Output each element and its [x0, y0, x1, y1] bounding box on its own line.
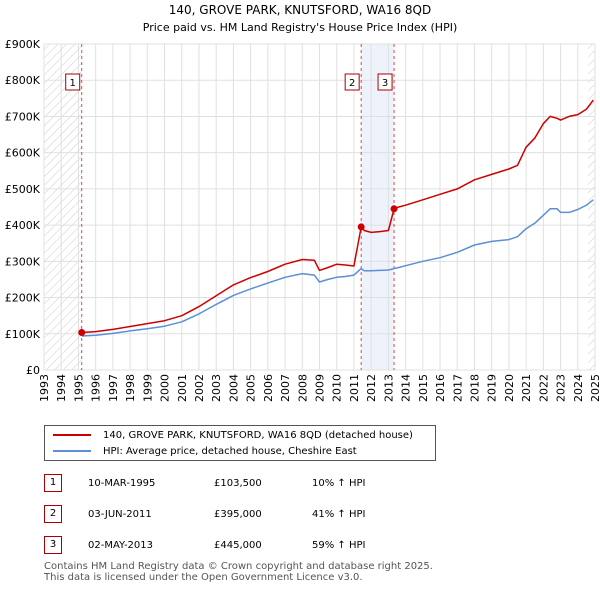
hatched-region [588, 44, 595, 370]
sale-marker-label: 3 [382, 78, 388, 89]
y-tick-label: £600K [5, 147, 41, 160]
y-tick-label: £900K [5, 38, 41, 51]
y-tick-label: £400K [5, 219, 41, 232]
hatched-region [44, 44, 82, 370]
sale-marker-box [344, 73, 360, 91]
footer-licence: This data is licensed under the Open Gov… [44, 572, 363, 583]
transaction-row: 3 02-MAY-2013 £445,000 59% ↑ HPI [44, 536, 464, 556]
x-tick-label: 2019 [486, 374, 499, 402]
sale-point [390, 205, 398, 213]
x-tick-label: 1995 [72, 374, 85, 402]
x-tick-label: 1997 [107, 374, 120, 402]
footer: Contains HM Land Registry data © Crown c… [44, 561, 433, 583]
transaction-number: 2 [44, 505, 62, 523]
y-tick-label: £300K [5, 255, 41, 268]
x-tick-label: 2021 [520, 374, 533, 402]
y-tick-label: £500K [5, 183, 41, 196]
x-tick-label: 2000 [159, 374, 172, 402]
legend-item-property: 140, GROVE PARK, KNUTSFORD, WA16 8QD (de… [53, 428, 413, 444]
x-tick-label: 2002 [193, 374, 206, 402]
sale-marker-box [377, 73, 393, 91]
x-tick-label: 2024 [572, 374, 585, 402]
y-tick-label: £800K [5, 74, 41, 87]
property-price-line [81, 99, 594, 334]
y-tick-label: £200K [5, 292, 41, 305]
x-tick-label: 2023 [555, 374, 568, 402]
y-tick-label: £100K [5, 328, 41, 341]
transaction-row: 2 03-JUN-2011 £395,000 41% ↑ HPI [44, 505, 464, 525]
x-tick-label: 2011 [348, 374, 361, 402]
x-tick-label: 2014 [400, 374, 413, 402]
x-tick-label: 2012 [365, 374, 378, 402]
legend: 140, GROVE PARK, KNUTSFORD, WA16 8QD (de… [44, 425, 436, 461]
sale-point [357, 223, 365, 231]
transaction-date: 02-MAY-2013 [88, 540, 154, 551]
transaction-hpi-change: 10% ↑ HPI [312, 478, 366, 489]
x-tick-label: 2017 [451, 374, 464, 402]
transaction-price: £395,000 [214, 509, 262, 520]
x-tick-label: 2009 [314, 374, 327, 402]
transaction-number: 1 [44, 474, 62, 492]
transaction-row: 1 10-MAR-1995 £103,500 10% ↑ HPI [44, 474, 464, 494]
sale-point [78, 329, 86, 337]
highlight-span [361, 44, 395, 370]
x-tick-label: 2005 [245, 374, 258, 402]
legend-label-property: 140, GROVE PARK, KNUTSFORD, WA16 8QD (de… [103, 430, 413, 441]
chart-subtitle: Price paid vs. HM Land Registry's House … [143, 21, 458, 34]
chart-title: 140, GROVE PARK, KNUTSFORD, WA16 8QD [169, 3, 431, 17]
x-tick-label: 2018 [468, 374, 481, 402]
x-tick-label: 2004 [227, 374, 240, 402]
legend-item-hpi: HPI: Average price, detached house, Ches… [53, 444, 357, 460]
sale-marker-box [65, 73, 81, 91]
y-tick-label: £0 [26, 364, 40, 377]
transaction-date: 03-JUN-2011 [88, 509, 152, 520]
transaction-hpi-change: 59% ↑ HPI [312, 540, 366, 551]
x-tick-label: 2006 [262, 374, 275, 402]
x-tick-label: 2001 [176, 374, 189, 402]
x-tick-label: 2022 [537, 374, 550, 402]
x-tick-label: 1999 [141, 374, 154, 402]
x-tick-label: 1996 [90, 374, 103, 402]
transaction-hpi-change: 41% ↑ HPI [312, 509, 366, 520]
transaction-price: £103,500 [214, 478, 262, 489]
legend-swatch-hpi [53, 450, 91, 452]
footer-copyright: Contains HM Land Registry data © Crown c… [44, 561, 433, 572]
x-tick-label: 2003 [210, 374, 223, 402]
x-tick-label: 2010 [331, 374, 344, 402]
x-tick-label: 2015 [417, 374, 430, 402]
legend-label-hpi: HPI: Average price, detached house, Ches… [103, 446, 357, 457]
sale-marker-label: 1 [70, 78, 76, 89]
y-tick-label: £700K [5, 110, 41, 123]
price-chart: 140, GROVE PARK, KNUTSFORD, WA16 8QD Pri… [5, 3, 600, 402]
x-tick-label: 2008 [296, 374, 309, 402]
x-tick-label: 1993 [38, 374, 51, 402]
x-tick-label: 1994 [55, 374, 68, 402]
sale-marker-label: 2 [349, 78, 355, 89]
transaction-price: £445,000 [214, 540, 262, 551]
legend-swatch-property [53, 434, 91, 436]
x-tick-label: 2007 [279, 374, 292, 402]
x-tick-label: 1998 [124, 374, 137, 402]
x-tick-label: 2013 [382, 374, 395, 402]
x-tick-label: 2016 [434, 374, 447, 402]
hpi-line [81, 199, 594, 337]
x-tick-label: 2020 [503, 374, 516, 402]
x-tick-label: 2025 [589, 374, 600, 402]
transaction-date: 10-MAR-1995 [88, 478, 156, 489]
transaction-number: 3 [44, 536, 62, 554]
